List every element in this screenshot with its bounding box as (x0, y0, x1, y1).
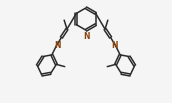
Text: N: N (83, 32, 89, 41)
Text: N: N (54, 41, 61, 50)
Text: N: N (111, 41, 118, 50)
